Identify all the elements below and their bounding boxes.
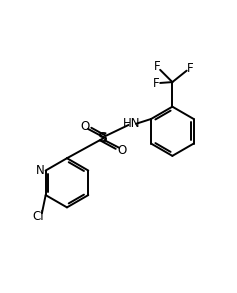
Text: S: S: [98, 131, 108, 145]
Text: N: N: [36, 164, 45, 177]
Text: F: F: [153, 77, 159, 90]
Text: F: F: [154, 60, 160, 73]
Text: O: O: [117, 144, 127, 156]
Text: F: F: [187, 62, 193, 74]
Text: Cl: Cl: [32, 210, 44, 223]
Text: O: O: [80, 120, 89, 133]
Text: HN: HN: [123, 117, 140, 130]
